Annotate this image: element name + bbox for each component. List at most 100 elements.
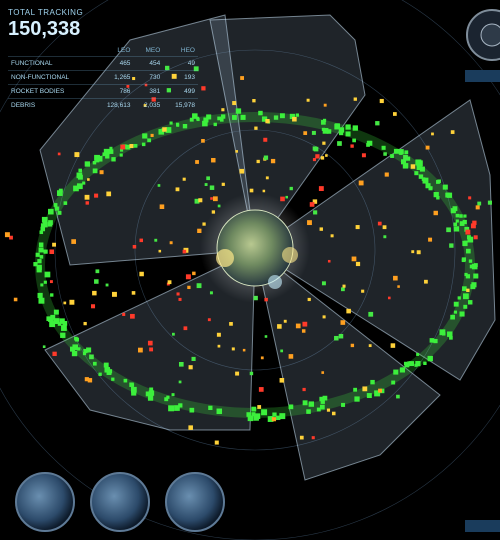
object-dot (280, 378, 285, 383)
object-dot (313, 158, 316, 161)
object-dot (458, 296, 461, 299)
object-dot (359, 181, 364, 186)
object-dot (250, 372, 253, 375)
object-dot (346, 131, 351, 136)
object-dot (217, 333, 221, 337)
globe (217, 210, 293, 286)
object-dot (38, 298, 44, 304)
object-dot (319, 186, 324, 191)
object-dot (39, 242, 44, 247)
cell: 454 (133, 57, 163, 71)
object-dot (321, 400, 325, 404)
object-dot (142, 143, 146, 147)
object-dot (368, 312, 373, 317)
object-dot (210, 185, 214, 189)
view-button[interactable] (166, 473, 224, 531)
object-dot (303, 131, 307, 135)
object-dot (196, 117, 199, 120)
corner (8, 45, 94, 57)
object-dot (214, 123, 217, 126)
object-dot (149, 347, 153, 351)
object-dot (50, 315, 55, 320)
object-dot (488, 201, 492, 205)
object-dot (285, 196, 288, 199)
object-dot (208, 318, 211, 321)
globe-highlight (268, 275, 282, 289)
object-dot (189, 408, 194, 413)
object-dot (159, 250, 162, 253)
object-dot (322, 128, 325, 131)
object-dot (312, 436, 315, 439)
table-body: FUNCTIONAL46545449NON-FUNCTIONAL1,265730… (8, 57, 198, 113)
object-dot (428, 238, 432, 242)
object-dot (188, 425, 193, 430)
object-dot (390, 154, 394, 158)
object-dot (335, 123, 340, 128)
object-dot (310, 202, 315, 207)
compass[interactable] (467, 10, 500, 60)
object-dot (463, 305, 467, 309)
cell: 730 (133, 71, 163, 85)
total-label: TOTAL TRACKING (8, 8, 198, 17)
object-dot (361, 290, 364, 293)
object-dot (106, 284, 109, 287)
object-dot (235, 150, 238, 153)
object-dot (263, 138, 267, 142)
object-dot (428, 356, 433, 361)
object-dot (290, 187, 293, 190)
object-dot (466, 249, 471, 254)
object-dot (391, 381, 395, 385)
object-dot (168, 405, 174, 411)
object-dot (250, 189, 254, 193)
object-dot (195, 160, 199, 164)
object-dot (36, 253, 40, 257)
object-dot (284, 320, 287, 323)
object-dot (466, 274, 470, 278)
object-dot (313, 210, 317, 214)
object-dot (111, 157, 115, 161)
object-dot (48, 209, 54, 215)
object-dot (346, 309, 351, 314)
object-dot (243, 349, 246, 352)
object-dot (393, 370, 398, 375)
object-dot (380, 99, 384, 103)
globe-highlight (282, 247, 298, 263)
object-dot (40, 283, 43, 286)
object-dot (325, 154, 328, 157)
object-dot (222, 183, 225, 186)
object-dot (78, 169, 82, 173)
object-dot (419, 174, 423, 178)
object-dot (265, 119, 269, 123)
object-dot (356, 225, 360, 229)
object-dot (176, 124, 179, 127)
object-dot (43, 345, 46, 348)
column-header: MEO (133, 45, 163, 57)
object-dot (186, 274, 191, 279)
compass-center[interactable] (481, 24, 500, 46)
side-tab[interactable] (465, 70, 500, 82)
object-dot (41, 223, 45, 227)
object-dot (201, 86, 205, 90)
object-dot (462, 286, 467, 291)
side-tab[interactable] (465, 520, 500, 532)
object-dot (296, 324, 301, 329)
object-dot (302, 329, 305, 332)
object-dot (254, 127, 257, 130)
object-dot (139, 272, 143, 276)
object-dot (232, 347, 235, 350)
object-dot (383, 235, 386, 238)
object-dot (131, 383, 134, 386)
view-buttons[interactable] (16, 473, 224, 531)
object-dot (45, 272, 51, 278)
object-dot (362, 153, 366, 157)
object-dot (205, 183, 208, 186)
object-dot (172, 333, 175, 336)
view-button[interactable] (91, 473, 149, 531)
view-button[interactable] (16, 473, 74, 531)
object-dot (183, 250, 187, 254)
object-dot (462, 259, 465, 262)
object-dot (58, 153, 61, 156)
object-dot (391, 343, 396, 348)
object-dot (397, 285, 400, 288)
row-label: ROCKET BODIES (8, 85, 94, 99)
